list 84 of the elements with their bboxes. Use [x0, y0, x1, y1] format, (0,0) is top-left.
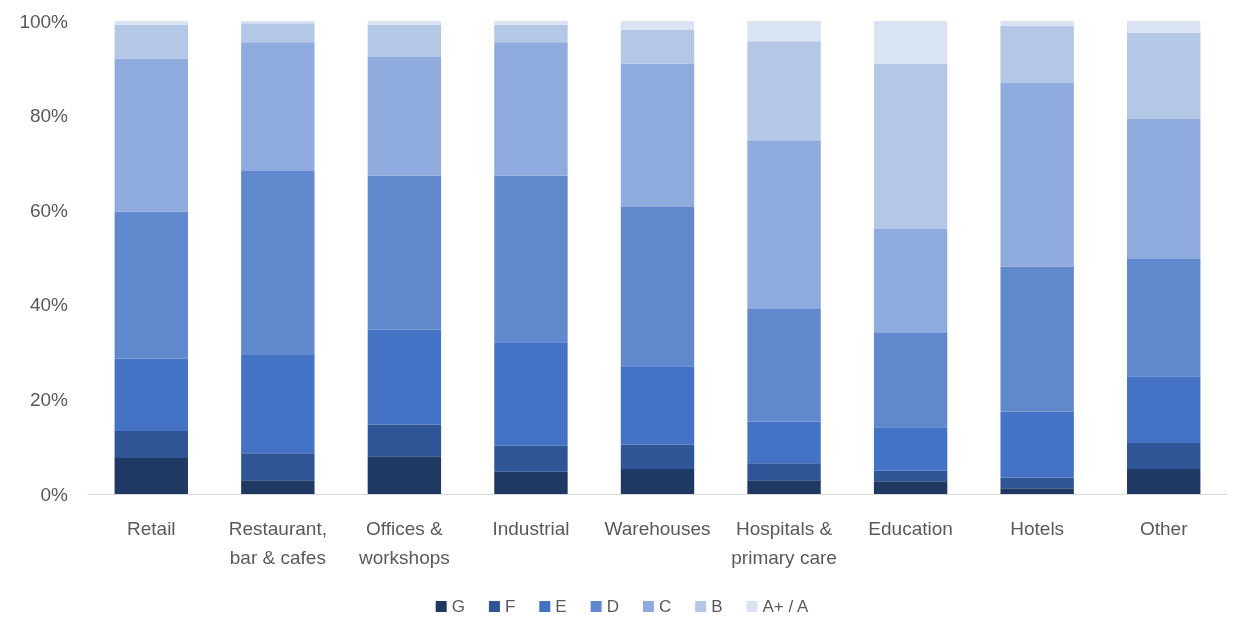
bar [1127, 21, 1201, 33]
bar [1127, 32, 1201, 119]
bar [114, 211, 188, 359]
bar [1000, 266, 1074, 412]
x-tick-label: Education [868, 518, 953, 539]
bar [747, 21, 821, 42]
bar [367, 424, 442, 457]
bar [494, 471, 568, 494]
bar [1000, 21, 1074, 26]
bar [1127, 118, 1201, 259]
bar [1000, 411, 1074, 478]
bar [1000, 488, 1074, 494]
bar [747, 480, 821, 494]
bar [873, 63, 948, 230]
y-tick-label: 0% [40, 483, 69, 505]
x-tick-label: Other [1139, 518, 1189, 539]
bar [1000, 477, 1074, 489]
y-tick-label: 20% [29, 388, 69, 410]
bar [494, 342, 568, 446]
bar [873, 470, 948, 482]
bar [367, 56, 442, 176]
bar [114, 58, 188, 212]
bar [241, 42, 315, 171]
bar [367, 24, 442, 57]
bar [747, 421, 821, 464]
bar [114, 431, 188, 459]
bar [747, 463, 821, 481]
bar [114, 24, 188, 59]
legend-label: D [606, 597, 619, 616]
bar [1000, 82, 1074, 267]
y-tick-label: 40% [29, 294, 69, 316]
bar [241, 354, 315, 454]
bar [494, 42, 568, 176]
bar [620, 468, 695, 494]
bar [114, 21, 188, 25]
bar [494, 175, 568, 343]
bar [114, 458, 188, 494]
bar [241, 23, 315, 43]
bar [241, 480, 315, 494]
x-tick-label: Hospitals & primary care [731, 518, 837, 568]
bar [873, 21, 948, 64]
bar [620, 206, 695, 367]
bar [241, 453, 315, 481]
bar [873, 481, 948, 494]
bar [494, 21, 568, 25]
legend-label: B [711, 597, 723, 616]
x-tick-label: Industrial [492, 518, 570, 539]
bar [873, 427, 948, 471]
legend-label: G [451, 597, 465, 616]
x-tick-label: Warehouses [604, 518, 711, 539]
bar [1127, 258, 1201, 377]
bar [367, 175, 442, 330]
x-tick-label: Offices & workshops [357, 518, 450, 568]
bar [114, 358, 188, 432]
legend-label: C [658, 597, 672, 616]
bar [620, 366, 695, 445]
legend-label: F [504, 597, 516, 616]
bar [620, 29, 695, 64]
bar [620, 21, 695, 30]
legend-label: A+ / A [762, 597, 810, 616]
bar [873, 229, 948, 333]
bar [494, 445, 568, 472]
bar [620, 444, 695, 469]
bar [1127, 442, 1201, 469]
bar [367, 329, 442, 425]
y-tick-label: 80% [29, 105, 69, 127]
y-tick-label: 100% [19, 10, 69, 32]
x-tick-label: Restaurant, bar & cafes [228, 518, 327, 568]
legend-label: E [555, 597, 567, 616]
bar [367, 21, 442, 25]
bar [1127, 468, 1201, 494]
x-tick-label: Retail [126, 518, 176, 539]
y-tick-label: 60% [29, 199, 69, 221]
bar [367, 456, 442, 494]
bar [1000, 25, 1074, 83]
bar [747, 140, 821, 310]
bar [747, 309, 821, 422]
bar [494, 24, 568, 43]
bar [620, 63, 695, 207]
bar [873, 332, 948, 428]
bar [747, 41, 821, 141]
x-tick-label: Hotels [1010, 518, 1065, 539]
bar [1127, 376, 1201, 443]
bar [241, 170, 315, 355]
